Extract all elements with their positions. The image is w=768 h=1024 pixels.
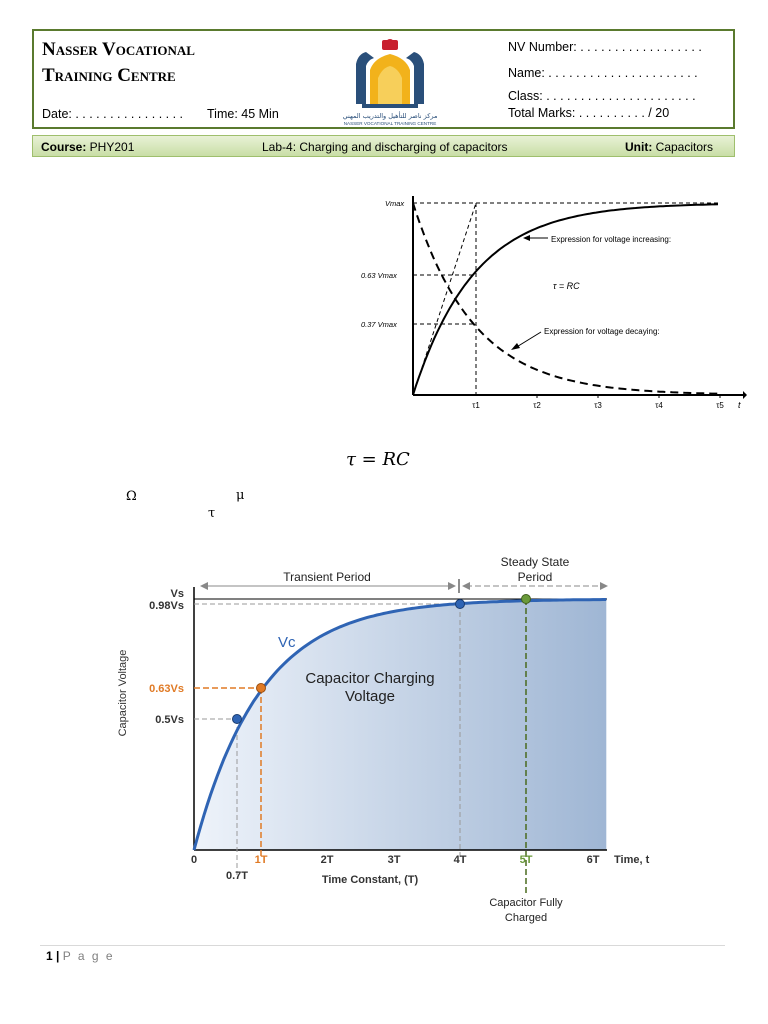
center-label-1: Capacitor Charging bbox=[305, 670, 434, 687]
x-tick-labels: 0 1T 2T 3T 4T 5T 6T bbox=[191, 854, 600, 866]
tick-0: 0 bbox=[191, 854, 197, 866]
course-bar: Course: PHY201 Lab-4: Charging and disch… bbox=[32, 135, 735, 157]
x-tick-labels: τ1 τ2 τ3 τ4 τ5 bbox=[472, 401, 724, 410]
steady-arrow-right bbox=[600, 582, 608, 590]
tick-tau2: τ2 bbox=[533, 401, 541, 410]
tick-tau1: τ1 bbox=[472, 401, 480, 410]
arrow-decaying-line bbox=[514, 331, 542, 349]
label-vmax: Vmax bbox=[385, 199, 404, 208]
label-037vmax: 0.37 Vmax bbox=[361, 320, 397, 329]
logo-english-text: NASSER VOCATIONAL TRAINING CENTRE bbox=[344, 121, 437, 126]
tau-symbol: τ bbox=[208, 506, 216, 521]
page-footer: 1 | P a g e bbox=[46, 949, 115, 963]
point-063vs bbox=[256, 683, 266, 693]
ntc-logo: مركز ناصر للتأهيل والتدريب المهني NASSER… bbox=[343, 39, 438, 126]
total-marks-field: Total Marks: . . . . . . . . . . / 20 bbox=[508, 106, 670, 120]
nv-number-field: NV Number: . . . . . . . . . . . . . . .… bbox=[508, 40, 702, 54]
tau-formula-inline: τ = RC bbox=[553, 281, 580, 291]
tick-5t: 5T bbox=[520, 854, 533, 866]
steady-label-1: Steady State bbox=[501, 555, 570, 569]
tick-2t: 2T bbox=[321, 854, 334, 866]
name-field: Name: . . . . . . . . . . . . . . . . . … bbox=[508, 66, 698, 80]
guide-lines bbox=[194, 603, 461, 875]
arrow-increasing-head bbox=[523, 235, 530, 241]
charging-area-fill bbox=[194, 599, 607, 850]
axis-t-label: t bbox=[738, 400, 741, 410]
tick-3t: 3T bbox=[388, 854, 401, 866]
tick-07t: 0.7T bbox=[226, 870, 248, 882]
tick-tau3: τ3 bbox=[594, 401, 602, 410]
fully-charged-label-2: Charged bbox=[505, 912, 547, 924]
course-info: Course: PHY201 bbox=[41, 140, 134, 154]
label-063vs: 0.63Vs bbox=[149, 683, 184, 695]
page-number: 1 bbox=[46, 949, 53, 963]
tick-tau5: τ5 bbox=[716, 401, 724, 410]
label-05vs: 0.5Vs bbox=[155, 714, 184, 726]
organization-name: Nasser Vocational Training Centre bbox=[42, 37, 195, 89]
tick-tau4: τ4 bbox=[655, 401, 663, 410]
label-098vs: 0.98Vs bbox=[149, 600, 184, 612]
fully-charged-label-1: Capacitor Fully bbox=[489, 897, 563, 909]
label-vs: Vs bbox=[171, 588, 184, 600]
unit-value: Capacitors bbox=[652, 140, 714, 154]
x-ticks bbox=[536, 395, 721, 398]
label-063vmax: 0.63 Vmax bbox=[361, 271, 397, 280]
x-axis-label: Time Constant, (T) bbox=[322, 874, 419, 886]
tick-4t: 4T bbox=[454, 854, 467, 866]
transient-arrow-right bbox=[448, 582, 456, 590]
transient-label: Transient Period bbox=[283, 570, 371, 584]
x-axis-arrow bbox=[743, 391, 747, 399]
x-end-label: Time, t bbox=[614, 854, 650, 866]
time-constant-equation: τ = RC bbox=[346, 449, 410, 470]
org-line-1: Nasser Vocational bbox=[42, 39, 195, 60]
steady-label-2: Period bbox=[518, 570, 553, 584]
y-axis-label: Capacitor Voltage bbox=[117, 650, 129, 737]
rc-time-constant-chart: Vmax 0.63 Vmax 0.37 Vmax τ1 τ2 τ3 τ4 τ5 … bbox=[361, 196, 747, 410]
vc-label: Vc bbox=[278, 634, 296, 651]
mu-symbol: μ bbox=[236, 488, 245, 503]
point-fully-charged bbox=[521, 594, 531, 604]
center-label-2: Voltage bbox=[345, 688, 395, 705]
point-05vs bbox=[232, 714, 242, 724]
capacitor-charging-chart: Transient Period Steady State Period Vs … bbox=[117, 555, 650, 924]
steady-arrow-left bbox=[462, 582, 470, 590]
unit-key: Unit: bbox=[625, 140, 653, 154]
annotation-increasing: Expression for voltage increasing: bbox=[551, 235, 671, 244]
date-field: Date: . . . . . . . . . . . . . . . . bbox=[42, 107, 184, 121]
reference-lines bbox=[412, 202, 720, 396]
time-field: Time: 45 Min bbox=[207, 107, 279, 121]
course-key: Course: bbox=[41, 140, 87, 154]
class-field: Class: . . . . . . . . . . . . . . . . .… bbox=[508, 89, 696, 103]
discharging-curve bbox=[412, 202, 719, 395]
tick-1t: 1T bbox=[255, 854, 268, 866]
point-098vs bbox=[455, 599, 465, 609]
charging-curve bbox=[412, 203, 719, 396]
omega-symbol: Ω bbox=[126, 489, 137, 504]
unit-info: Unit: Capacitors bbox=[625, 140, 713, 154]
orange-guide-lines bbox=[194, 687, 262, 858]
logo-arabic-text: مركز ناصر للتأهيل والتدريب المهني bbox=[343, 111, 438, 120]
course-value: PHY201 bbox=[86, 140, 135, 154]
transient-arrow-left bbox=[200, 582, 208, 590]
page-separator: | bbox=[52, 949, 63, 963]
arrow-decaying-head bbox=[511, 343, 520, 350]
org-line-2: Training Centre bbox=[42, 65, 176, 86]
page-word: P a g e bbox=[62, 949, 115, 963]
annotation-decaying: Expression for voltage decaying: bbox=[544, 327, 660, 336]
tick-6t: 6T bbox=[587, 854, 600, 866]
header-box: Nasser Vocational Training Centre Date: … bbox=[32, 29, 735, 129]
footer-divider bbox=[40, 945, 725, 946]
lab-title: Lab-4: Charging and discharging of capac… bbox=[262, 140, 508, 154]
